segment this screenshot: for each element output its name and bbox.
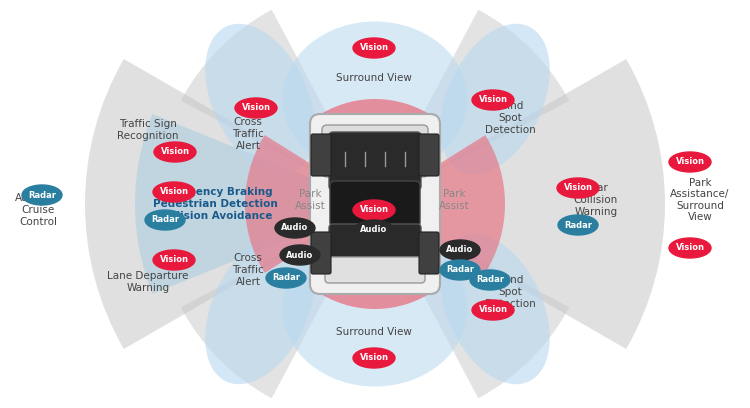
Text: Rear
Collision
Warning: Rear Collision Warning — [574, 184, 618, 217]
FancyBboxPatch shape — [419, 134, 439, 176]
Ellipse shape — [206, 24, 315, 174]
Ellipse shape — [440, 24, 550, 174]
Wedge shape — [375, 204, 569, 398]
Wedge shape — [181, 10, 375, 204]
FancyBboxPatch shape — [329, 132, 421, 190]
Wedge shape — [375, 135, 505, 273]
Text: Vision: Vision — [160, 255, 188, 264]
Text: Vision: Vision — [478, 306, 508, 315]
Text: Adaptive
Cruise
Control: Adaptive Cruise Control — [15, 193, 62, 226]
Ellipse shape — [558, 215, 598, 235]
Ellipse shape — [440, 234, 550, 384]
FancyBboxPatch shape — [311, 232, 331, 274]
Text: Traffic Sign
Recognition: Traffic Sign Recognition — [117, 119, 178, 141]
Text: Vision: Vision — [359, 353, 388, 362]
Ellipse shape — [153, 250, 195, 270]
Text: Audio: Audio — [286, 251, 314, 259]
Ellipse shape — [154, 142, 196, 162]
Text: Vision: Vision — [676, 157, 704, 166]
Text: Audio: Audio — [281, 224, 309, 233]
Ellipse shape — [440, 260, 480, 280]
Text: Surround View: Surround View — [336, 327, 412, 337]
Ellipse shape — [353, 348, 395, 368]
Text: Audio: Audio — [360, 226, 388, 235]
Ellipse shape — [266, 268, 306, 288]
Text: Cross
Traffic
Alert: Cross Traffic Alert — [232, 253, 264, 286]
FancyBboxPatch shape — [329, 224, 421, 270]
Ellipse shape — [440, 240, 480, 260]
Ellipse shape — [275, 218, 315, 238]
Text: Lane Departure
Warning: Lane Departure Warning — [107, 271, 189, 293]
Ellipse shape — [470, 270, 510, 290]
Text: Park
Assist: Park Assist — [295, 189, 326, 211]
Wedge shape — [135, 114, 375, 294]
Ellipse shape — [669, 238, 711, 258]
FancyBboxPatch shape — [322, 125, 428, 177]
Text: Vision: Vision — [478, 95, 508, 104]
Text: Vision: Vision — [160, 148, 190, 157]
Text: Vision: Vision — [563, 184, 592, 193]
Text: Park
Assistance/
Surround
View: Park Assistance/ Surround View — [670, 177, 730, 222]
Ellipse shape — [353, 200, 395, 220]
FancyBboxPatch shape — [330, 181, 420, 227]
Ellipse shape — [206, 234, 315, 384]
FancyBboxPatch shape — [310, 114, 440, 294]
Text: Audio: Audio — [446, 246, 474, 255]
Text: Vision: Vision — [160, 188, 188, 197]
Ellipse shape — [280, 245, 320, 265]
Wedge shape — [375, 10, 569, 204]
Wedge shape — [181, 204, 375, 398]
Wedge shape — [245, 135, 375, 273]
Ellipse shape — [153, 182, 195, 202]
Text: Radar: Radar — [151, 215, 179, 224]
Ellipse shape — [145, 210, 185, 230]
Text: Radar: Radar — [272, 273, 300, 282]
Text: Radar: Radar — [446, 266, 474, 275]
Text: Radar: Radar — [28, 191, 56, 200]
Text: Radar: Radar — [476, 275, 504, 284]
Ellipse shape — [472, 300, 514, 320]
Text: Vision: Vision — [359, 44, 388, 53]
Text: Vision: Vision — [242, 104, 271, 113]
Ellipse shape — [472, 90, 514, 110]
Text: Vision: Vision — [359, 206, 388, 215]
Text: Emergency Braking
Pedestrian Detection
Collision Avoidance: Emergency Braking Pedestrian Detection C… — [153, 187, 278, 221]
Ellipse shape — [22, 185, 62, 205]
FancyBboxPatch shape — [311, 134, 331, 176]
Text: Park
Assist: Park Assist — [439, 189, 470, 211]
Ellipse shape — [235, 98, 277, 118]
Wedge shape — [375, 59, 665, 349]
Wedge shape — [85, 59, 375, 349]
FancyBboxPatch shape — [325, 257, 425, 283]
Wedge shape — [315, 204, 435, 309]
Ellipse shape — [283, 22, 467, 177]
Text: Blind
Spot
Detection: Blind Spot Detection — [484, 275, 536, 308]
Ellipse shape — [669, 152, 711, 172]
Ellipse shape — [283, 231, 467, 386]
Wedge shape — [315, 99, 435, 204]
Text: Blind
Spot
Detection: Blind Spot Detection — [484, 102, 536, 135]
Text: Radar: Radar — [564, 220, 592, 229]
Text: Cross
Traffic
Alert: Cross Traffic Alert — [232, 118, 264, 151]
Ellipse shape — [353, 38, 395, 58]
Text: Surround View: Surround View — [336, 73, 412, 83]
Text: Vision: Vision — [676, 244, 704, 253]
Ellipse shape — [354, 220, 394, 240]
Ellipse shape — [557, 178, 599, 198]
FancyBboxPatch shape — [419, 232, 439, 274]
